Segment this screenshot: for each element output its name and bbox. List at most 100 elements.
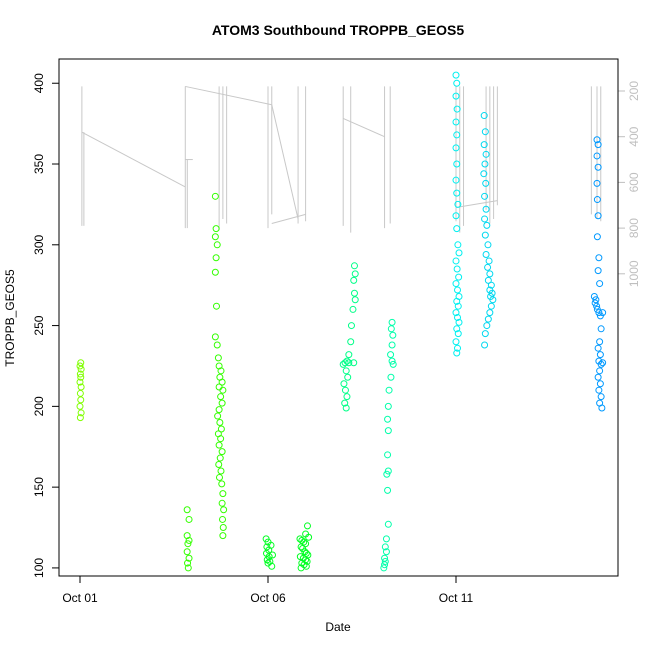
data-point-7-2 — [593, 152, 601, 160]
data-point-1-43 — [219, 515, 227, 523]
data-point-0-1 — [76, 362, 84, 370]
data-point-1-3 — [185, 536, 193, 544]
data-point-6-7 — [481, 192, 489, 200]
data-point-1-17 — [213, 341, 221, 349]
data-point-5-5 — [453, 131, 461, 139]
data-point-7-21 — [594, 344, 602, 352]
data-point-7-25 — [599, 359, 607, 367]
data-point-6-20 — [488, 289, 496, 297]
data-point-1-12 — [213, 241, 221, 249]
data-point-5-26 — [453, 325, 461, 333]
data-point-1-11 — [211, 233, 219, 241]
data-point-4-23 — [380, 564, 388, 572]
data-point-3-15 — [341, 386, 349, 394]
data-point-1-29 — [216, 419, 224, 427]
data-point-5-4 — [452, 118, 460, 126]
data-point-1-2 — [183, 532, 191, 540]
data-point-1-38 — [215, 473, 223, 481]
data-point-1-13 — [212, 254, 220, 262]
data-point-6-5 — [480, 170, 488, 178]
data-point-6-15 — [484, 263, 492, 271]
data-point-0-8 — [77, 396, 85, 404]
flight-connector-6 — [455, 200, 498, 209]
data-point-1-23 — [215, 383, 223, 391]
x-axis: Oct 01 Oct 06 Oct 11 — [62, 575, 474, 605]
data-point-3-4 — [351, 296, 359, 304]
data-point-6-16 — [486, 270, 494, 278]
data-point-1-22 — [218, 378, 226, 386]
data-point-7-18 — [599, 309, 607, 317]
data-point-7-28 — [596, 380, 604, 388]
data-point-4-5 — [388, 357, 396, 365]
data-point-4-8 — [385, 386, 393, 394]
data-point-7-6 — [594, 212, 602, 220]
data-point-5-13 — [454, 241, 462, 249]
data-point-2-31 — [302, 530, 310, 538]
data-point-3-14 — [340, 380, 348, 388]
data-point-1-16 — [211, 333, 219, 341]
data-point-7-24 — [597, 360, 605, 368]
data-point-7-19 — [597, 325, 605, 333]
data-point-1-7 — [184, 559, 192, 567]
data-point-7-12 — [592, 296, 600, 304]
data-point-7-5 — [593, 196, 601, 204]
data-point-6-9 — [481, 215, 489, 223]
data-point-0-7 — [76, 389, 84, 397]
data-point-4-3 — [388, 341, 396, 349]
data-point-5-8 — [452, 176, 460, 184]
data-point-2-15 — [302, 540, 310, 548]
data-point-1-36 — [215, 461, 223, 469]
y2-tick-label-3: 800 — [627, 218, 641, 238]
data-point-7-0 — [593, 136, 601, 144]
profile-lines-layer — [81, 85, 602, 233]
y2-tick-label-0: 200 — [627, 81, 641, 101]
data-point-7-13 — [591, 299, 599, 307]
data-point-1-26 — [218, 399, 226, 407]
data-point-1-0 — [183, 506, 191, 514]
data-point-4-0 — [388, 318, 396, 326]
data-point-3-10 — [341, 359, 349, 367]
data-point-7-27 — [594, 373, 602, 381]
data-point-3-9 — [343, 357, 351, 365]
chart-title: ATOM3 Southbound TROPPB_GEOS5 — [212, 22, 464, 38]
data-point-6-23 — [487, 302, 495, 310]
x-axis-label: Date — [325, 620, 351, 634]
data-point-1-1 — [185, 515, 193, 523]
data-point-0-4 — [77, 373, 85, 381]
data-point-2-17 — [297, 543, 305, 551]
data-point-2-10 — [269, 551, 277, 559]
data-point-5-12 — [453, 225, 461, 233]
data-point-4-21 — [381, 557, 389, 565]
data-point-4-13 — [384, 467, 392, 475]
data-point-6-3 — [482, 150, 490, 158]
data-point-4-18 — [381, 543, 389, 551]
data-point-1-40 — [219, 490, 227, 498]
data-point-1-39 — [218, 480, 226, 488]
data-point-4-6 — [389, 360, 397, 368]
data-point-6-22 — [489, 296, 497, 304]
data-point-3-12 — [342, 367, 350, 375]
data-point-2-20 — [302, 549, 310, 557]
data-point-3-20 — [350, 359, 358, 367]
data-point-4-17 — [382, 535, 390, 543]
data-point-4-7 — [387, 373, 395, 381]
data-point-1-34 — [218, 448, 226, 456]
data-point-7-3 — [594, 163, 602, 171]
data-point-6-0 — [480, 112, 488, 120]
data-point-4-1 — [387, 325, 395, 333]
data-point-1-27 — [215, 406, 223, 414]
data-point-3-8 — [345, 351, 353, 359]
data-point-1-15 — [212, 302, 220, 310]
data-point-5-11 — [452, 212, 460, 220]
flight-connector-0 — [81, 131, 186, 188]
data-point-1-42 — [220, 506, 228, 514]
data-point-3-0 — [350, 262, 358, 270]
data-point-4-15 — [384, 486, 392, 494]
data-point-7-22 — [596, 351, 604, 359]
data-point-4-14 — [383, 470, 391, 478]
y2-tick-label-1: 400 — [627, 126, 641, 146]
flight-connector-4 — [271, 213, 306, 225]
data-point-5-17 — [455, 273, 463, 281]
data-point-0-10 — [77, 409, 85, 417]
